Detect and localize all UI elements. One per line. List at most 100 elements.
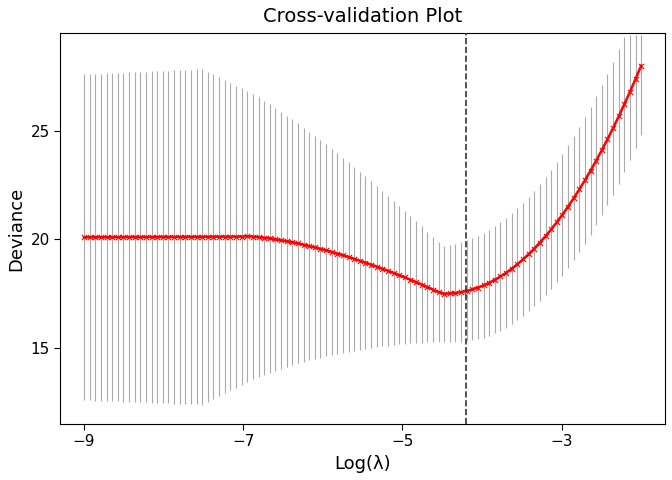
Point bbox=[270, 236, 281, 243]
Point bbox=[534, 239, 545, 246]
Point bbox=[135, 233, 146, 241]
Point bbox=[529, 245, 540, 252]
Point bbox=[242, 232, 253, 240]
Point bbox=[298, 241, 309, 249]
Point bbox=[146, 233, 157, 241]
Point bbox=[382, 267, 393, 275]
Point bbox=[439, 290, 450, 298]
Point bbox=[129, 233, 140, 241]
Point bbox=[253, 233, 264, 241]
Point bbox=[579, 177, 590, 184]
Point bbox=[607, 124, 618, 132]
Title: Cross-validation Plot: Cross-validation Plot bbox=[263, 7, 462, 26]
Point bbox=[444, 289, 455, 297]
Point bbox=[332, 250, 343, 257]
Point bbox=[478, 281, 489, 289]
Point bbox=[411, 278, 421, 286]
Point bbox=[118, 233, 129, 241]
Point bbox=[208, 233, 219, 240]
Point bbox=[517, 255, 528, 263]
Point bbox=[636, 62, 646, 70]
Point bbox=[101, 233, 112, 241]
Point bbox=[372, 263, 382, 270]
Point bbox=[462, 287, 472, 295]
Point bbox=[214, 233, 224, 240]
Point bbox=[597, 146, 607, 154]
Point bbox=[484, 279, 495, 287]
Point bbox=[180, 233, 191, 240]
Point bbox=[394, 271, 405, 279]
Point bbox=[287, 239, 298, 246]
Point bbox=[327, 248, 337, 256]
Point bbox=[309, 243, 320, 251]
Point bbox=[304, 242, 314, 250]
Point bbox=[225, 233, 236, 240]
Point bbox=[501, 269, 511, 276]
Point bbox=[619, 100, 630, 108]
Y-axis label: Deviance: Deviance bbox=[7, 186, 25, 271]
Point bbox=[366, 261, 376, 268]
Point bbox=[259, 234, 269, 241]
Point bbox=[292, 240, 303, 247]
Point bbox=[456, 288, 466, 296]
Point bbox=[523, 250, 534, 258]
Point bbox=[282, 238, 292, 245]
Point bbox=[585, 167, 596, 175]
X-axis label: Log(λ): Log(λ) bbox=[334, 455, 391, 473]
Point bbox=[202, 233, 213, 240]
Point bbox=[624, 88, 635, 96]
Point bbox=[169, 233, 179, 241]
Point bbox=[489, 276, 500, 284]
Point bbox=[602, 135, 613, 143]
Point bbox=[360, 259, 371, 266]
Point bbox=[192, 233, 202, 240]
Point bbox=[495, 273, 506, 280]
Point bbox=[472, 284, 483, 291]
Point bbox=[315, 245, 326, 252]
Point bbox=[276, 236, 286, 244]
Point bbox=[614, 113, 624, 120]
Point bbox=[219, 233, 230, 240]
Point bbox=[388, 269, 399, 277]
Point bbox=[569, 194, 579, 202]
Point bbox=[107, 233, 118, 241]
Point bbox=[450, 289, 461, 297]
Point bbox=[377, 265, 388, 273]
Point bbox=[140, 233, 151, 241]
Point bbox=[247, 233, 258, 240]
Point bbox=[197, 233, 208, 240]
Point bbox=[546, 226, 556, 233]
Point bbox=[427, 286, 438, 293]
Point bbox=[185, 233, 196, 240]
Point bbox=[591, 157, 601, 165]
Point bbox=[574, 186, 585, 193]
Point bbox=[552, 218, 562, 226]
Point bbox=[349, 255, 360, 263]
Point bbox=[90, 233, 101, 241]
Point bbox=[562, 203, 573, 210]
Point bbox=[152, 233, 163, 241]
Point bbox=[264, 235, 275, 242]
Point bbox=[230, 233, 241, 240]
Point bbox=[417, 281, 427, 288]
Point bbox=[354, 257, 365, 264]
Point bbox=[512, 260, 523, 268]
Point bbox=[321, 247, 331, 254]
Point bbox=[540, 232, 551, 240]
Point bbox=[422, 283, 433, 291]
Point bbox=[557, 211, 568, 218]
Point bbox=[507, 265, 517, 273]
Point bbox=[124, 233, 134, 241]
Point bbox=[399, 274, 410, 281]
Point bbox=[630, 75, 641, 83]
Point bbox=[337, 252, 348, 259]
Point bbox=[157, 233, 168, 241]
Point bbox=[433, 288, 444, 296]
Point bbox=[237, 233, 247, 240]
Point bbox=[112, 233, 123, 241]
Point bbox=[467, 286, 478, 293]
Point bbox=[405, 276, 416, 284]
Point bbox=[174, 233, 185, 240]
Point bbox=[343, 253, 354, 261]
Point bbox=[163, 233, 174, 241]
